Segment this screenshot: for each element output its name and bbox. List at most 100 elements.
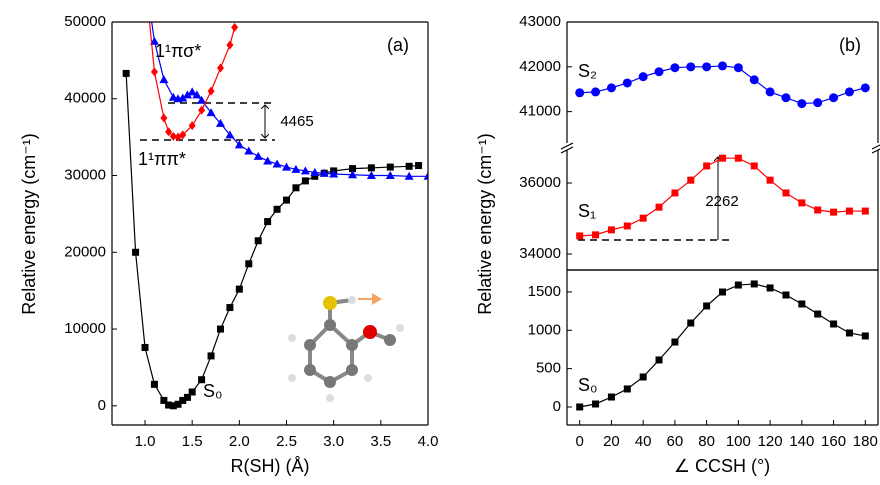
marker	[830, 209, 837, 216]
series-line	[126, 73, 418, 405]
marker	[686, 62, 695, 71]
marker	[814, 207, 821, 214]
marker	[576, 232, 583, 239]
x-tick-label: 3.0	[323, 433, 344, 450]
x-tick-label: 20	[603, 433, 620, 450]
marker	[830, 320, 837, 327]
marker	[236, 286, 243, 293]
marker	[132, 249, 139, 256]
y-axis-label: Relative energy (cm⁻¹)	[475, 133, 495, 315]
marker	[226, 304, 233, 311]
marker	[735, 155, 742, 162]
marker	[766, 87, 775, 96]
marker	[846, 208, 853, 215]
marker	[142, 344, 149, 351]
series-label: 1¹πσ*	[155, 41, 201, 61]
y-tick-label: 50000	[64, 13, 106, 30]
marker	[231, 23, 238, 32]
y-tick-label: 43000	[519, 13, 561, 30]
x-tick-label: 3.5	[370, 433, 391, 450]
marker	[208, 87, 215, 96]
marker	[607, 83, 616, 92]
marker	[592, 400, 599, 407]
marker	[797, 99, 806, 108]
marker	[829, 93, 838, 102]
marker	[640, 373, 647, 380]
marker	[608, 394, 615, 401]
marker	[845, 87, 854, 96]
marker	[151, 381, 158, 388]
y-tick-label: 500	[536, 360, 561, 377]
marker	[656, 356, 663, 363]
y-tick-label: 30000	[64, 166, 106, 183]
marker	[750, 75, 759, 84]
marker	[387, 164, 394, 171]
marker	[702, 62, 711, 71]
x-tick-label: 4.0	[418, 433, 439, 450]
marker	[751, 280, 758, 287]
marker	[751, 162, 758, 169]
marker	[687, 319, 694, 326]
plot-area	[575, 61, 870, 108]
marker	[656, 204, 663, 211]
marker	[798, 199, 805, 206]
series-line	[580, 284, 866, 407]
marker	[719, 289, 726, 296]
marker	[123, 70, 130, 77]
marker	[670, 63, 679, 72]
marker	[302, 177, 309, 184]
marker	[782, 292, 789, 299]
marker	[767, 177, 774, 184]
x-tick-label: 1.5	[182, 433, 203, 450]
marker	[734, 63, 743, 72]
x-tick-label: 60	[667, 433, 684, 450]
marker	[639, 72, 648, 81]
marker	[263, 156, 272, 164]
marker	[798, 300, 805, 307]
marker	[671, 189, 678, 196]
panel-label: (a)	[387, 35, 409, 55]
marker	[624, 385, 631, 392]
marker	[217, 326, 224, 333]
x-tick-label: 40	[635, 433, 652, 450]
marker	[245, 260, 252, 267]
marker	[226, 41, 233, 50]
marker	[814, 311, 821, 318]
annotation: 2262	[705, 193, 738, 210]
marker	[160, 113, 167, 122]
marker	[781, 93, 790, 102]
plot-area	[123, 0, 433, 409]
y-tick-label: 20000	[64, 243, 106, 260]
y-tick-label: 41000	[519, 103, 561, 120]
annotation: 4465	[280, 113, 313, 130]
y-tick-label: 36000	[519, 174, 561, 191]
y-tick-label: 40000	[64, 90, 106, 107]
marker	[591, 87, 600, 96]
series-label: S₂	[578, 61, 597, 81]
marker	[782, 189, 789, 196]
marker	[861, 83, 870, 92]
marker	[189, 388, 196, 395]
y-tick-label: 0	[98, 397, 106, 414]
marker	[608, 226, 615, 233]
y-tick-label: 10000	[64, 320, 106, 337]
x-tick-label: 100	[726, 433, 751, 450]
marker	[735, 282, 742, 289]
marker	[292, 184, 299, 191]
y-tick-label: 1500	[528, 283, 561, 300]
marker	[813, 98, 822, 107]
y-tick-label: 42000	[519, 58, 561, 75]
x-tick-label: 2.5	[276, 433, 297, 450]
marker	[406, 163, 413, 170]
marker	[217, 64, 224, 73]
marker	[703, 162, 710, 169]
marker	[624, 222, 631, 229]
marker	[415, 162, 422, 169]
marker	[159, 75, 168, 83]
molecule	[288, 293, 404, 402]
plot-area	[576, 280, 869, 410]
series-line	[580, 66, 866, 104]
marker	[254, 152, 263, 160]
x-tick-label: 80	[698, 433, 715, 450]
x-tick-label: 1.0	[135, 433, 156, 450]
